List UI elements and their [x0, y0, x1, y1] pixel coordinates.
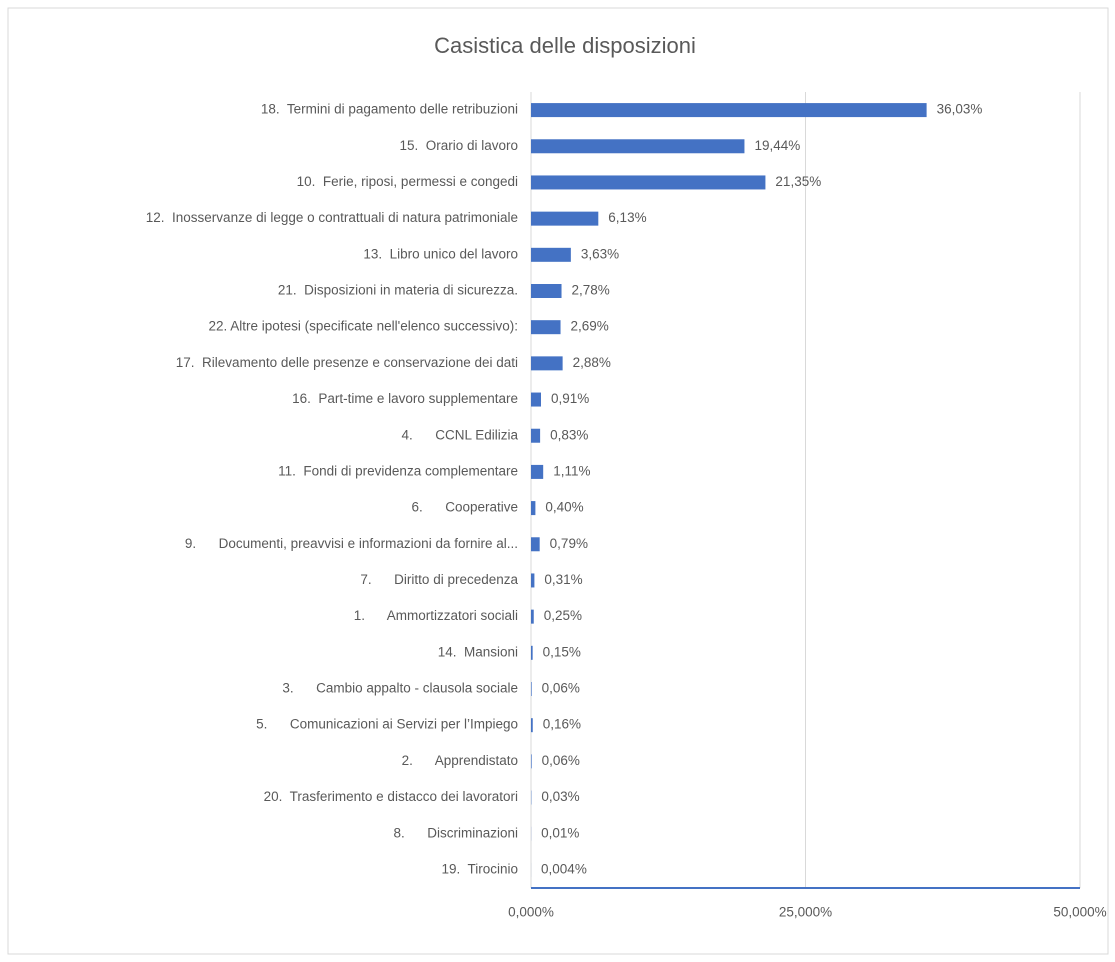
category-label: 4. CCNL Edilizia: [401, 427, 518, 442]
category-label: 2. Apprendistato: [402, 753, 518, 768]
bar: [531, 284, 562, 298]
value-label: 6,13%: [608, 210, 646, 225]
value-label: 0,25%: [544, 608, 582, 623]
bar: [531, 573, 535, 588]
category-label: 9. Documenti, preavvisi e informazioni d…: [185, 536, 518, 551]
category-label: 1. Ammortizzatori sociali: [354, 608, 518, 623]
bar: [531, 320, 561, 335]
bar: [531, 501, 536, 516]
value-label: 3,63%: [581, 246, 619, 261]
value-label: 0,31%: [544, 572, 582, 587]
value-label: 0,91%: [551, 391, 589, 406]
bar: [531, 645, 533, 660]
value-label: 19,44%: [754, 138, 800, 153]
x-tick-label: 25,000%: [779, 905, 832, 920]
value-label: 0,03%: [541, 789, 579, 804]
bar: [531, 464, 544, 479]
chart-title: Casistica delle disposizioni: [434, 33, 696, 58]
category-label: 18. Termini di pagamento delle retribuzi…: [261, 102, 518, 117]
value-label: 0,004%: [541, 861, 587, 876]
x-tick-label: 50,000%: [1053, 905, 1106, 920]
value-label: 2,69%: [571, 319, 609, 334]
value-label: 0,01%: [541, 825, 579, 840]
bar: [531, 754, 532, 769]
category-label: 12. Inosservanze di legge o contrattuali…: [146, 210, 518, 225]
category-label: 8. Discriminazioni: [393, 825, 518, 840]
value-label: 0,40%: [545, 500, 583, 515]
category-label: 21. Disposizioni in materia di sicurezza…: [278, 283, 518, 298]
category-label: 14. Mansioni: [438, 644, 518, 659]
value-label: 21,35%: [775, 174, 821, 189]
bar: [531, 609, 534, 624]
chart-border: [7, 7, 1109, 955]
category-label: 15. Orario di lavoro: [399, 138, 518, 153]
bar: [531, 718, 533, 733]
category-label: 17. Rilevamento delle presenze e conserv…: [176, 355, 518, 370]
category-label: 16. Part-time e lavoro supplementare: [292, 391, 518, 406]
value-label: 0,16%: [543, 717, 581, 732]
bar: [531, 356, 563, 371]
bar: [531, 139, 745, 154]
bar: [531, 175, 766, 190]
bar: [531, 428, 541, 443]
category-label: 22. Altre ipotesi (specificate nell'elen…: [209, 319, 518, 334]
category-label: 11. Fondi di previdenza complementare: [278, 463, 518, 478]
category-label: 13. Libro unico del lavoro: [363, 246, 518, 261]
bar: [531, 103, 927, 118]
bar: [531, 537, 540, 552]
bar: [531, 211, 599, 226]
value-label: 0,79%: [550, 536, 588, 551]
value-label: 0,06%: [542, 753, 580, 768]
category-label: 10. Ferie, riposi, permessi e congedi: [297, 174, 518, 189]
value-label: 2,78%: [572, 283, 610, 298]
category-label: 6. Cooperative: [411, 500, 518, 515]
bar: [531, 247, 571, 262]
category-label: 19. Tirocinio: [441, 861, 518, 876]
bar: [531, 682, 532, 696]
value-label: 0,83%: [550, 427, 588, 442]
category-label: 7. Diritto di precedenza: [360, 572, 518, 587]
value-label: 36,03%: [937, 102, 983, 117]
bar: [531, 392, 541, 407]
value-label: 0,15%: [543, 644, 581, 659]
category-label: 20. Trasferimento e distacco dei lavorat…: [264, 789, 518, 804]
category-label: 5. Comunicazioni ai Servizi per l’Impieg…: [256, 717, 518, 732]
category-label: 3. Cambio appalto - clausola sociale: [282, 681, 518, 696]
x-tick-label: 0,000%: [508, 905, 554, 920]
value-label: 2,88%: [573, 355, 611, 370]
value-label: 0,06%: [542, 681, 580, 696]
value-label: 1,11%: [553, 463, 590, 478]
